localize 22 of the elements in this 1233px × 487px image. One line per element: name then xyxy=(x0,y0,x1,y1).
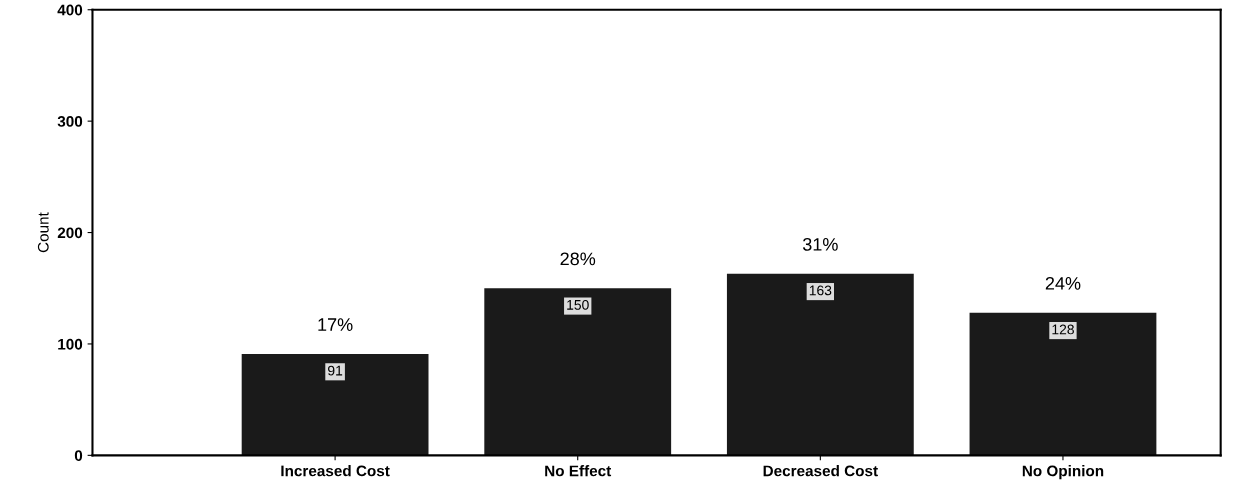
data-label: 163 xyxy=(809,285,832,296)
y-tick-label: 400 xyxy=(57,4,83,16)
y-tick-label: 300 xyxy=(57,116,83,127)
bar xyxy=(969,312,1157,456)
x-tick-label: No Opinion xyxy=(1022,465,1104,480)
bar xyxy=(726,273,914,456)
annotation: 31% xyxy=(802,237,838,251)
bar xyxy=(484,288,672,456)
x-tick-label: Decreased Cost xyxy=(763,465,878,477)
y-tick-label: 100 xyxy=(58,338,83,350)
y-axis-title: Count xyxy=(37,212,49,253)
x-tick-label: No Effect xyxy=(545,465,612,477)
annotation: 17% xyxy=(318,318,353,331)
data-label: 91 xyxy=(328,365,343,376)
annotation: 28% xyxy=(560,252,596,266)
y-tick-label: 200 xyxy=(57,227,83,239)
bar xyxy=(241,353,429,456)
x-tick-label: Increased Cost xyxy=(281,465,390,477)
data-label: 150 xyxy=(567,299,589,310)
data-label: 128 xyxy=(1052,324,1074,335)
annotation: 24% xyxy=(1045,276,1081,290)
y-tick-label: 0 xyxy=(74,450,83,462)
